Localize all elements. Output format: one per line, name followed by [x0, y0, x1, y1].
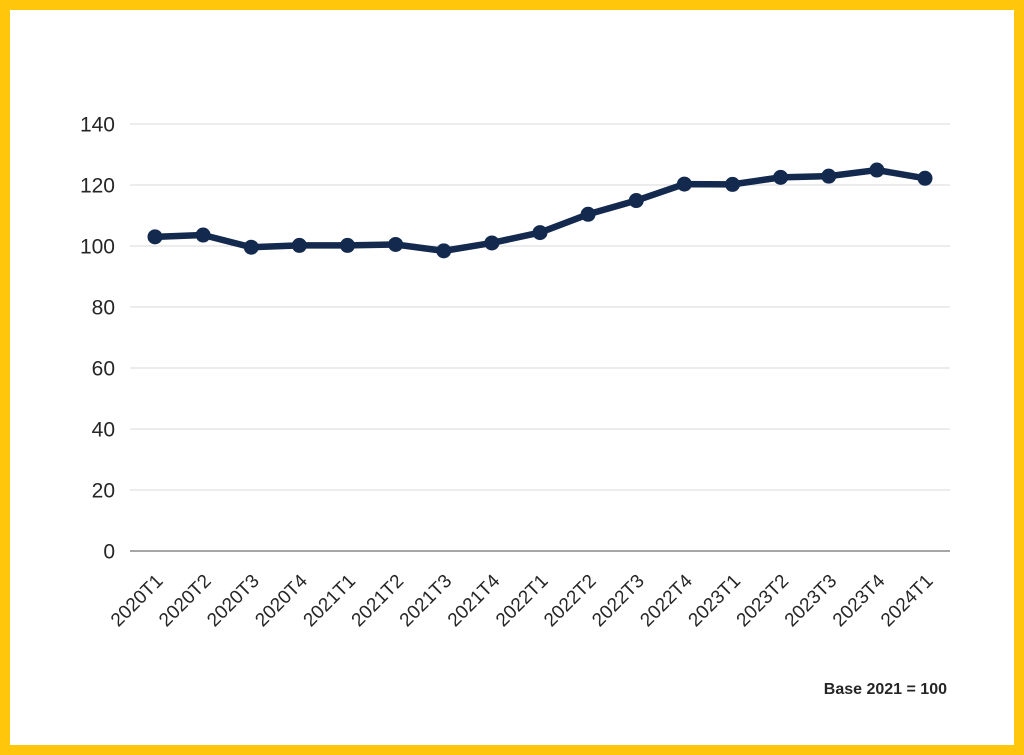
chart-canvas: 0 20 40 60 80 100 120 140 2020T1 2020T2 2020T3 2020… — [10, 10, 1014, 745]
x-tick-label: 2023T1 — [685, 571, 745, 631]
y-tick-label: 100 — [80, 236, 115, 259]
y-tick-label: 40 — [92, 419, 115, 442]
x-tick-label: 2020T3 — [203, 571, 263, 631]
data-point — [484, 235, 500, 251]
data-point — [532, 225, 548, 241]
data-point — [580, 206, 596, 222]
data-point — [725, 176, 740, 192]
x-tick-label: 2021T2 — [348, 571, 408, 631]
y-tick-label: 140 — [80, 114, 115, 137]
data-point — [195, 227, 211, 243]
data-point — [628, 193, 644, 209]
data-point — [676, 176, 692, 192]
data-point — [869, 162, 885, 178]
x-tick-label: 2023T4 — [829, 570, 890, 631]
x-tick-label: 2022T4 — [636, 570, 697, 631]
x-tick-label: 2021T3 — [396, 571, 456, 631]
data-point — [821, 168, 837, 184]
data-point — [773, 169, 789, 185]
x-tick-label: 2023T3 — [781, 571, 841, 631]
data-point — [917, 170, 933, 186]
y-tick-label: 80 — [92, 297, 115, 320]
base-note: Base 2021 = 100 — [823, 681, 947, 698]
x-tick-label: 2020T2 — [155, 571, 215, 631]
data-point — [243, 239, 259, 255]
data-point — [436, 243, 452, 259]
data-point — [147, 229, 163, 245]
y-tick-label: 60 — [92, 358, 115, 381]
y-tick-label: 20 — [92, 480, 115, 503]
x-tick-label: 2020T4 — [251, 570, 312, 631]
x-tick-label: 2024T1 — [877, 571, 937, 631]
data-point — [291, 237, 307, 253]
line-chart: 0 20 40 60 80 100 120 140 2020T12020T22020T32020… — [80, 114, 950, 631]
x-tick-label: 2021T1 — [300, 571, 360, 631]
data-point — [340, 237, 355, 253]
x-tick-label: 2021T4 — [444, 570, 505, 631]
y-tick-label: 0 — [103, 541, 115, 564]
x-tick-label: 2022T1 — [492, 571, 552, 631]
x-tick-label: 2022T2 — [540, 571, 600, 631]
x-tick-label: 2022T3 — [588, 571, 648, 631]
x-tick-label: 2023T2 — [733, 571, 793, 631]
data-point — [388, 236, 404, 252]
y-tick-label: 120 — [80, 175, 115, 198]
x-tick-label: 2020T1 — [107, 571, 167, 631]
